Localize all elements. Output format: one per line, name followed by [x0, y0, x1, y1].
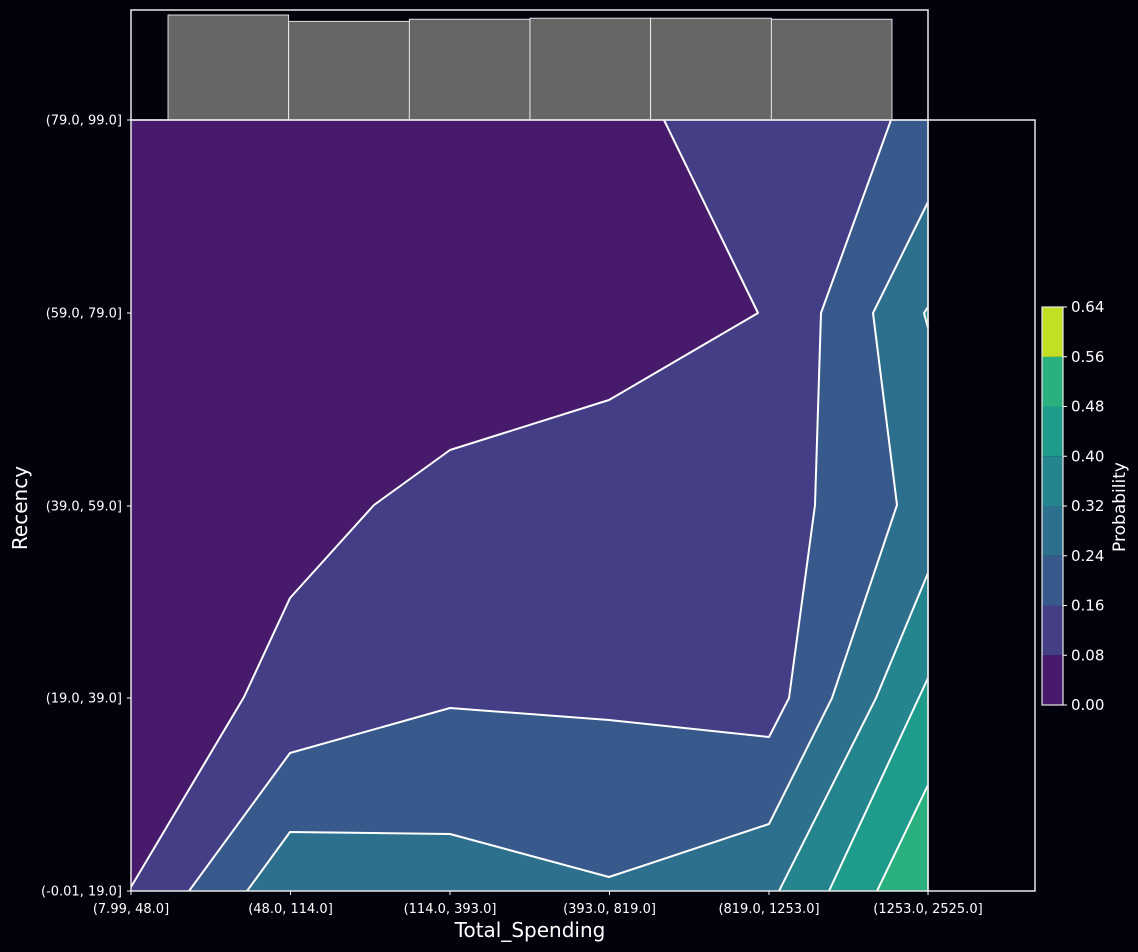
- colorbar-segment-4: [1042, 456, 1063, 506]
- colorbar-tick-label-7: 0.56: [1071, 348, 1104, 366]
- x-tick-label-4: (819.0, 1253.0]: [718, 902, 819, 917]
- y-tick-label-2: (39.0, 59.0]: [46, 500, 122, 515]
- colorbar-segment-1: [1042, 605, 1063, 656]
- hist-bar-5: [770, 18, 893, 121]
- colorbar-tick-label-0: 0.00: [1071, 696, 1104, 714]
- marginal-histogram: [167, 14, 893, 121]
- contour-line-2: [246, 201, 929, 892]
- colorbar-segment-0: [1042, 655, 1063, 705]
- colorbar-segment-6: [1042, 356, 1063, 407]
- y-tick-labels: (-0.01, 19.0] (19.0, 39.0] (39.0, 59.0] (59…: [41, 114, 131, 900]
- colorbar-tick-label-1: 0.08: [1071, 646, 1104, 664]
- x-tick-label-3: (393.0, 819.0]: [563, 902, 656, 917]
- x-axis-label: Total_Spending: [454, 918, 606, 942]
- x-tick-label-2: (114.0, 393.0]: [404, 902, 497, 917]
- colorbar-tick-label-2: 0.16: [1071, 597, 1104, 615]
- colorbar-tick-label-5: 0.40: [1071, 447, 1104, 465]
- contour-line-5: [876, 784, 929, 892]
- colorbar-segment-5: [1042, 406, 1063, 457]
- y-tick-label-1: (19.0, 39.0]: [46, 692, 122, 707]
- colorbar-segment-top: [1042, 307, 1063, 357]
- contour-line-0: [130, 119, 759, 888]
- colorbar-label: Probability: [1110, 462, 1130, 552]
- right-marginal-frame: [927, 119, 1036, 892]
- y-tick-label-4: (79.0, 99.0]: [46, 114, 122, 129]
- colorbar-tick-label-4: 0.32: [1071, 497, 1104, 515]
- colorbar-tick-label-6: 0.48: [1071, 398, 1104, 416]
- colorbar-tick-label-3: 0.24: [1071, 547, 1104, 565]
- colorbar-segment-2: [1042, 555, 1063, 606]
- contour-band-1: [131, 120, 928, 891]
- y-tick-label-3: (59.0, 79.0]: [46, 307, 122, 322]
- y-axis-label: Recency: [8, 466, 32, 550]
- contour-line-3: [778, 572, 929, 892]
- contour-line-1: [188, 119, 892, 892]
- contour-line-6: [923, 306, 929, 329]
- contour-line-4: [828, 677, 929, 892]
- hist-bar-4: [650, 17, 772, 121]
- hist-bar-0: [167, 14, 290, 121]
- x-tick-label-5: (1253.0, 2525.0]: [873, 902, 982, 917]
- x-tick-label-0: (7.99, 48.0]: [93, 902, 169, 917]
- hist-bar-3: [529, 17, 652, 121]
- colorbar: 0.00 0.08 0.16 0.24 0.32 0.40 0.48 0.56 0.64: [1041, 298, 1104, 714]
- contour-bands: [130, 119, 929, 892]
- x-tick-label-1: (48.0, 114.0]: [248, 902, 333, 917]
- hist-bar-1: [288, 20, 410, 121]
- y-tick-label-0: (-0.01, 19.0]: [41, 885, 122, 900]
- x-tick-labels: (7.99, 48.0] (48.0, 114.0] (114.0, 393.0] (…: [93, 891, 983, 917]
- hist-bar-2: [408, 18, 531, 121]
- colorbar-segment-3: [1042, 506, 1063, 556]
- colorbar-tick-label-8: 0.64: [1071, 298, 1104, 316]
